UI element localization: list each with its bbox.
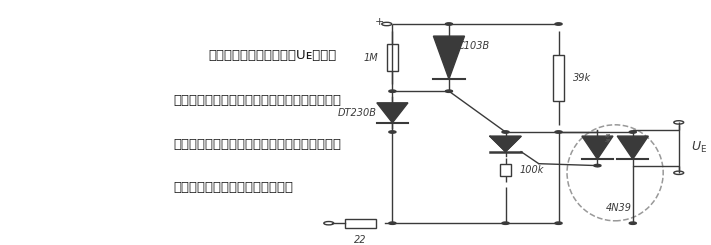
Text: C103B: C103B [458, 41, 490, 51]
Text: 39k: 39k [572, 73, 591, 83]
Text: 电路则为半波整流控制开关电路。: 电路则为半波整流控制开关电路。 [173, 181, 293, 194]
Text: 并保持。电源可以是直流或交流。如为交流，该: 并保持。电源可以是直流或交流。如为交流，该 [173, 137, 341, 150]
Text: +: + [375, 17, 385, 27]
Circle shape [445, 90, 452, 92]
Text: 4N39: 4N39 [606, 203, 631, 213]
Polygon shape [434, 36, 464, 79]
Circle shape [502, 131, 509, 133]
Bar [553, 55, 565, 101]
Polygon shape [490, 136, 521, 152]
Polygon shape [377, 103, 408, 123]
Bar [500, 164, 511, 176]
Circle shape [555, 23, 562, 25]
Circle shape [389, 90, 396, 92]
Circle shape [389, 131, 396, 133]
Circle shape [629, 222, 636, 224]
Text: 22: 22 [354, 235, 367, 245]
Polygon shape [617, 136, 648, 159]
Circle shape [629, 131, 636, 133]
Text: $U_{\rm E}$: $U_{\rm E}$ [692, 140, 707, 155]
Polygon shape [582, 136, 613, 159]
Text: 1M: 1M [363, 53, 378, 63]
Text: DT230B: DT230B [338, 108, 377, 118]
Bar [345, 219, 377, 228]
Text: 电耦合器输出侧导通，并随之使单向品闸管导通: 电耦合器输出侧导通，并随之使单向品闸管导通 [173, 94, 341, 107]
Circle shape [502, 222, 509, 224]
Bar [387, 44, 398, 71]
Circle shape [389, 222, 396, 224]
Circle shape [555, 222, 562, 224]
Text: 100k: 100k [520, 165, 544, 175]
Circle shape [445, 23, 452, 25]
Circle shape [555, 131, 562, 133]
Text: 所示电路，当有输入电压Uᴇ时，光: 所示电路，当有输入电压Uᴇ时，光 [208, 49, 337, 62]
Circle shape [594, 164, 601, 167]
